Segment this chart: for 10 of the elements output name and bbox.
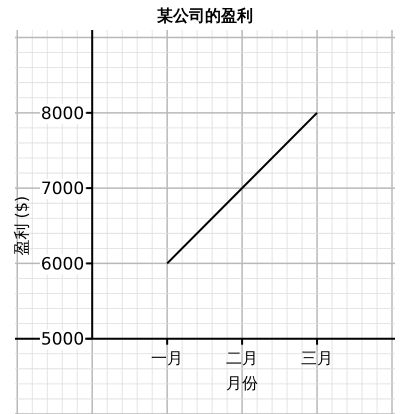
x-tick-label: 二月	[226, 348, 258, 368]
y-tick-label: 6000	[40, 254, 84, 274]
y-tick-label: 7000	[40, 179, 84, 200]
chart-title: 某公司的盈利	[156, 6, 253, 25]
x-axis-title: 月份	[226, 374, 258, 393]
x-tick-label: 一月	[151, 348, 184, 368]
y-tick-label: 5000	[40, 330, 84, 350]
y-axis-title: 盈利 ($)	[12, 196, 31, 256]
y-tick-label: 8000	[40, 104, 84, 124]
x-tick-label: 三月	[301, 348, 334, 368]
